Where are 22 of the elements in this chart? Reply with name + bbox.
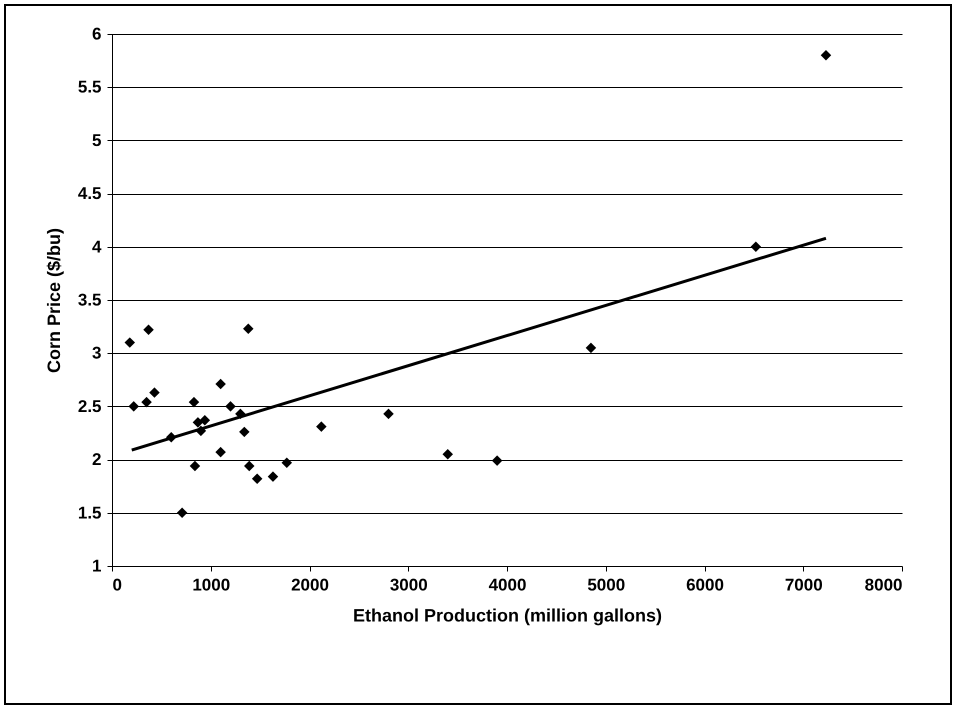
- y-tick-label: 2: [92, 450, 102, 470]
- x-axis-title: Ethanol Production (million gallons): [353, 606, 662, 626]
- y-tick-label: 5: [92, 130, 102, 150]
- y-tick-label: 1.5: [78, 503, 102, 522]
- x-tick-label: 8000: [864, 576, 902, 594]
- y-tick-label: 1: [92, 556, 102, 576]
- x-tick-label: 7000: [784, 576, 823, 594]
- y-tick-label: 3.5: [78, 290, 102, 310]
- y-axis-title: Corn Price ($/bu): [44, 228, 64, 374]
- x-tick-label: 3000: [390, 576, 428, 594]
- y-tick-label: 4: [92, 237, 102, 256]
- y-tick-label: 3: [92, 344, 102, 363]
- y-tick-label: 5.5: [78, 78, 102, 97]
- x-tick-label: 5000: [587, 576, 626, 594]
- x-tick-label: 0: [112, 576, 122, 594]
- y-tick-label: 6: [92, 24, 102, 44]
- y-tick-label: 4.5: [78, 184, 102, 204]
- x-tick-label: 4000: [488, 576, 526, 594]
- x-tick-label: 6000: [686, 576, 724, 594]
- x-tick-label: 1000: [192, 576, 230, 594]
- x-tick-label: 2000: [291, 576, 329, 594]
- y-tick-label: 2.5: [78, 396, 102, 416]
